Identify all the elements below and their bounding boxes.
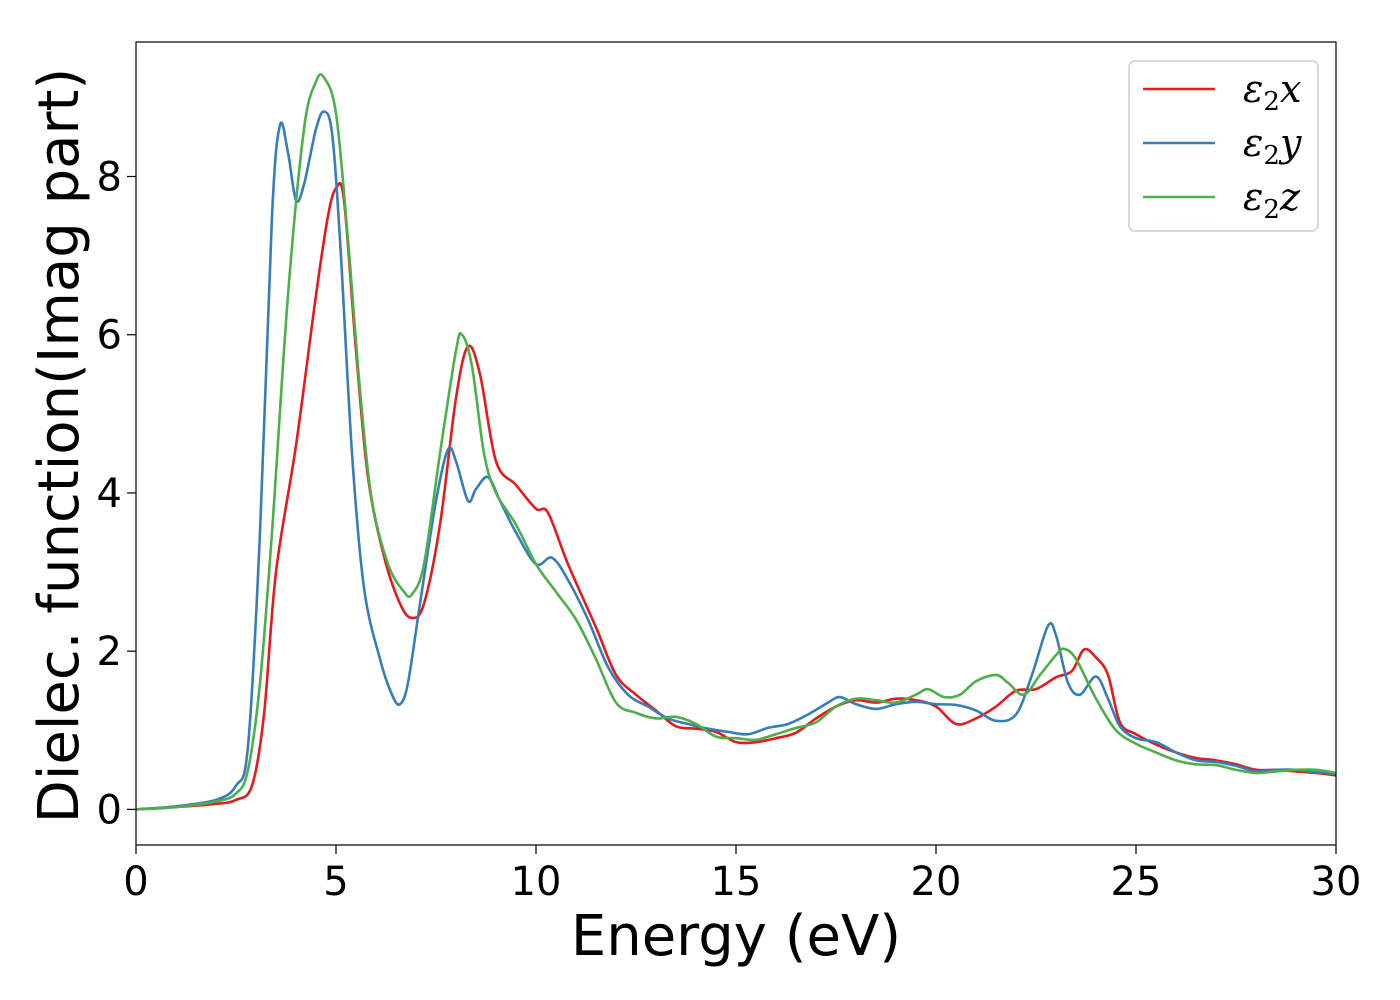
x-tick-label: 15 [711, 859, 762, 905]
legend-label-z: ε2z [1243, 175, 1301, 225]
y-axis-ticks: 0 2 4 6 8 [97, 154, 136, 833]
y-tick-label: 6 [97, 313, 122, 359]
x-tick-label: 25 [1111, 859, 1162, 905]
y-tick-label: 8 [97, 154, 122, 200]
x-tick-label: 20 [911, 859, 962, 905]
series-line-y [135, 110, 1337, 811]
x-tick-label: 10 [511, 859, 562, 905]
x-tick-label: 0 [123, 859, 148, 905]
y-tick-label: 0 [97, 787, 122, 833]
x-axis-title: Energy (eV) [571, 904, 901, 969]
y-axis-title: Dielec. function(Imag part) [27, 68, 92, 824]
legend-label-x: ε2x [1243, 67, 1301, 117]
legend-box [1128, 60, 1319, 232]
y-tick-label: 2 [97, 629, 122, 675]
x-axis-ticks: 0 5 10 15 20 25 30 [123, 845, 1361, 905]
x-tick-label: 30 [1311, 859, 1362, 905]
y-tick-label: 4 [97, 471, 122, 517]
series-layer [135, 72, 1337, 811]
legend-label-y: ε2y [1243, 121, 1302, 171]
x-tick-label: 5 [323, 859, 348, 905]
series-line-z [135, 72, 1337, 811]
